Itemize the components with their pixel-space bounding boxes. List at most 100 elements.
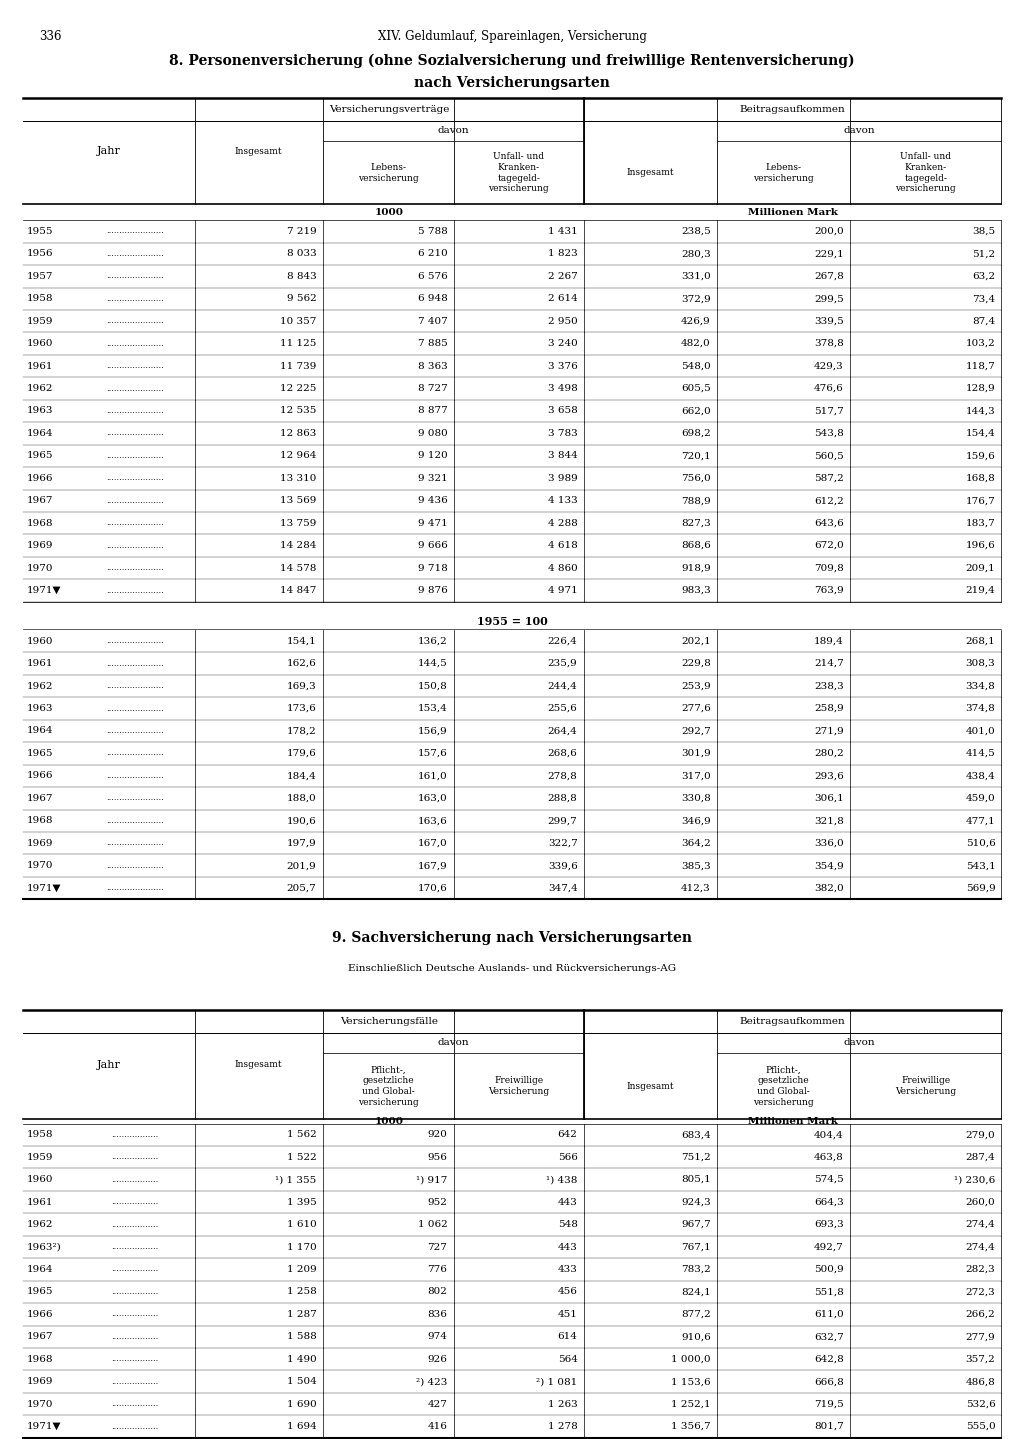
Text: Beitragsaufkommen: Beitragsaufkommen bbox=[739, 105, 846, 114]
Text: Insgesamt: Insgesamt bbox=[627, 1082, 674, 1091]
Text: 63,2: 63,2 bbox=[972, 272, 995, 281]
Text: 1000: 1000 bbox=[375, 1117, 403, 1125]
Text: 426,9: 426,9 bbox=[681, 317, 711, 325]
Text: 1 504: 1 504 bbox=[287, 1377, 316, 1386]
Text: 8 843: 8 843 bbox=[287, 272, 316, 281]
Text: 189,4: 189,4 bbox=[814, 636, 844, 646]
Text: 1 588: 1 588 bbox=[287, 1333, 316, 1341]
Text: 877,2: 877,2 bbox=[681, 1309, 711, 1320]
Text: Freiwillige
Versicherung: Freiwillige Versicherung bbox=[895, 1076, 956, 1097]
Text: ..................: .................. bbox=[112, 1356, 159, 1363]
Text: 219,4: 219,4 bbox=[966, 586, 995, 596]
Text: davon: davon bbox=[844, 1039, 874, 1048]
Text: 12 535: 12 535 bbox=[280, 406, 316, 416]
Text: 756,0: 756,0 bbox=[681, 473, 711, 484]
Text: 1961: 1961 bbox=[27, 1197, 53, 1207]
Text: 12 863: 12 863 bbox=[280, 429, 316, 437]
Text: 321,8: 321,8 bbox=[814, 816, 844, 826]
Text: 167,9: 167,9 bbox=[418, 861, 447, 871]
Text: 751,2: 751,2 bbox=[681, 1153, 711, 1161]
Text: 427: 427 bbox=[428, 1400, 447, 1409]
Text: 277,6: 277,6 bbox=[681, 704, 711, 714]
Text: 154,1: 154,1 bbox=[287, 636, 316, 646]
Text: 178,2: 178,2 bbox=[287, 727, 316, 735]
Text: Insgesamt: Insgesamt bbox=[234, 147, 283, 155]
Text: 73,4: 73,4 bbox=[972, 294, 995, 304]
Text: Freiwillige
Versicherung: Freiwillige Versicherung bbox=[488, 1076, 549, 1097]
Text: 401,0: 401,0 bbox=[966, 727, 995, 735]
Text: 482,0: 482,0 bbox=[681, 340, 711, 348]
Text: 87,4: 87,4 bbox=[972, 317, 995, 325]
Text: 1960: 1960 bbox=[27, 1176, 53, 1184]
Text: ......................: ...................... bbox=[106, 839, 164, 848]
Text: 8 877: 8 877 bbox=[418, 406, 447, 416]
Text: 477,1: 477,1 bbox=[966, 816, 995, 826]
Text: 2 950: 2 950 bbox=[548, 317, 578, 325]
Text: ......................: ...................... bbox=[106, 250, 164, 258]
Text: ......................: ...................... bbox=[106, 384, 164, 393]
Text: 612,2: 612,2 bbox=[814, 496, 844, 505]
Text: 229,8: 229,8 bbox=[681, 659, 711, 668]
Text: 6 210: 6 210 bbox=[418, 249, 447, 259]
Text: 920: 920 bbox=[428, 1130, 447, 1140]
Text: 2 267: 2 267 bbox=[548, 272, 578, 281]
Text: 7 885: 7 885 bbox=[418, 340, 447, 348]
Text: 13 569: 13 569 bbox=[280, 496, 316, 505]
Text: 451: 451 bbox=[558, 1309, 578, 1320]
Text: 378,8: 378,8 bbox=[814, 340, 844, 348]
Text: 564: 564 bbox=[558, 1354, 578, 1364]
Text: 1000: 1000 bbox=[375, 207, 403, 217]
Text: 1966: 1966 bbox=[27, 473, 53, 484]
Text: 1967: 1967 bbox=[27, 794, 53, 803]
Text: ..................: .................. bbox=[112, 1400, 159, 1409]
Text: 14 847: 14 847 bbox=[280, 586, 316, 596]
Text: 2 614: 2 614 bbox=[548, 294, 578, 304]
Text: 51,2: 51,2 bbox=[972, 249, 995, 259]
Text: 476,6: 476,6 bbox=[814, 384, 844, 393]
Text: 824,1: 824,1 bbox=[681, 1288, 711, 1297]
Text: 339,6: 339,6 bbox=[548, 861, 578, 871]
Text: Versicherungsfälle: Versicherungsfälle bbox=[340, 1017, 438, 1026]
Text: 354,9: 354,9 bbox=[814, 861, 844, 871]
Text: 11 125: 11 125 bbox=[280, 340, 316, 348]
Text: 1 000,0: 1 000,0 bbox=[671, 1354, 711, 1364]
Text: ......................: ...................... bbox=[106, 750, 164, 757]
Text: ......................: ...................... bbox=[106, 682, 164, 691]
Text: Millionen Mark: Millionen Mark bbox=[748, 1117, 838, 1125]
Text: 587,2: 587,2 bbox=[814, 473, 844, 484]
Text: 1965: 1965 bbox=[27, 1288, 53, 1297]
Text: 3 498: 3 498 bbox=[548, 384, 578, 393]
Text: 12 964: 12 964 bbox=[280, 452, 316, 460]
Text: 510,6: 510,6 bbox=[966, 839, 995, 848]
Text: 299,7: 299,7 bbox=[548, 816, 578, 826]
Text: 336: 336 bbox=[39, 30, 61, 43]
Text: 8. Personenversicherung (ohne Sozialversicherung und freiwillige Rentenversicher: 8. Personenversicherung (ohne Sozialvers… bbox=[169, 53, 855, 68]
Text: 11 739: 11 739 bbox=[280, 361, 316, 371]
Text: 4 133: 4 133 bbox=[548, 496, 578, 505]
Text: 7 407: 7 407 bbox=[418, 317, 447, 325]
Text: 266,2: 266,2 bbox=[966, 1309, 995, 1320]
Text: 672,0: 672,0 bbox=[814, 541, 844, 550]
Text: 924,3: 924,3 bbox=[681, 1197, 711, 1207]
Text: ..................: .................. bbox=[112, 1243, 159, 1250]
Text: 14 284: 14 284 bbox=[280, 541, 316, 550]
Text: davon: davon bbox=[437, 127, 469, 135]
Text: 1956: 1956 bbox=[27, 249, 53, 259]
Text: 301,9: 301,9 bbox=[681, 748, 711, 758]
Text: 156,9: 156,9 bbox=[418, 727, 447, 735]
Text: 1 252,1: 1 252,1 bbox=[671, 1400, 711, 1409]
Text: 827,3: 827,3 bbox=[681, 518, 711, 528]
Text: 330,8: 330,8 bbox=[681, 794, 711, 803]
Text: 1968: 1968 bbox=[27, 518, 53, 528]
Text: 1971▼: 1971▼ bbox=[27, 884, 61, 892]
Text: 173,6: 173,6 bbox=[287, 704, 316, 714]
Text: 4 618: 4 618 bbox=[548, 541, 578, 550]
Text: 277,9: 277,9 bbox=[966, 1333, 995, 1341]
Text: 238,3: 238,3 bbox=[814, 682, 844, 691]
Text: 727: 727 bbox=[428, 1242, 447, 1252]
Text: 1 522: 1 522 bbox=[287, 1153, 316, 1161]
Text: 4 860: 4 860 bbox=[548, 564, 578, 573]
Text: 287,4: 287,4 bbox=[966, 1153, 995, 1161]
Text: 548: 548 bbox=[558, 1220, 578, 1229]
Text: 339,5: 339,5 bbox=[814, 317, 844, 325]
